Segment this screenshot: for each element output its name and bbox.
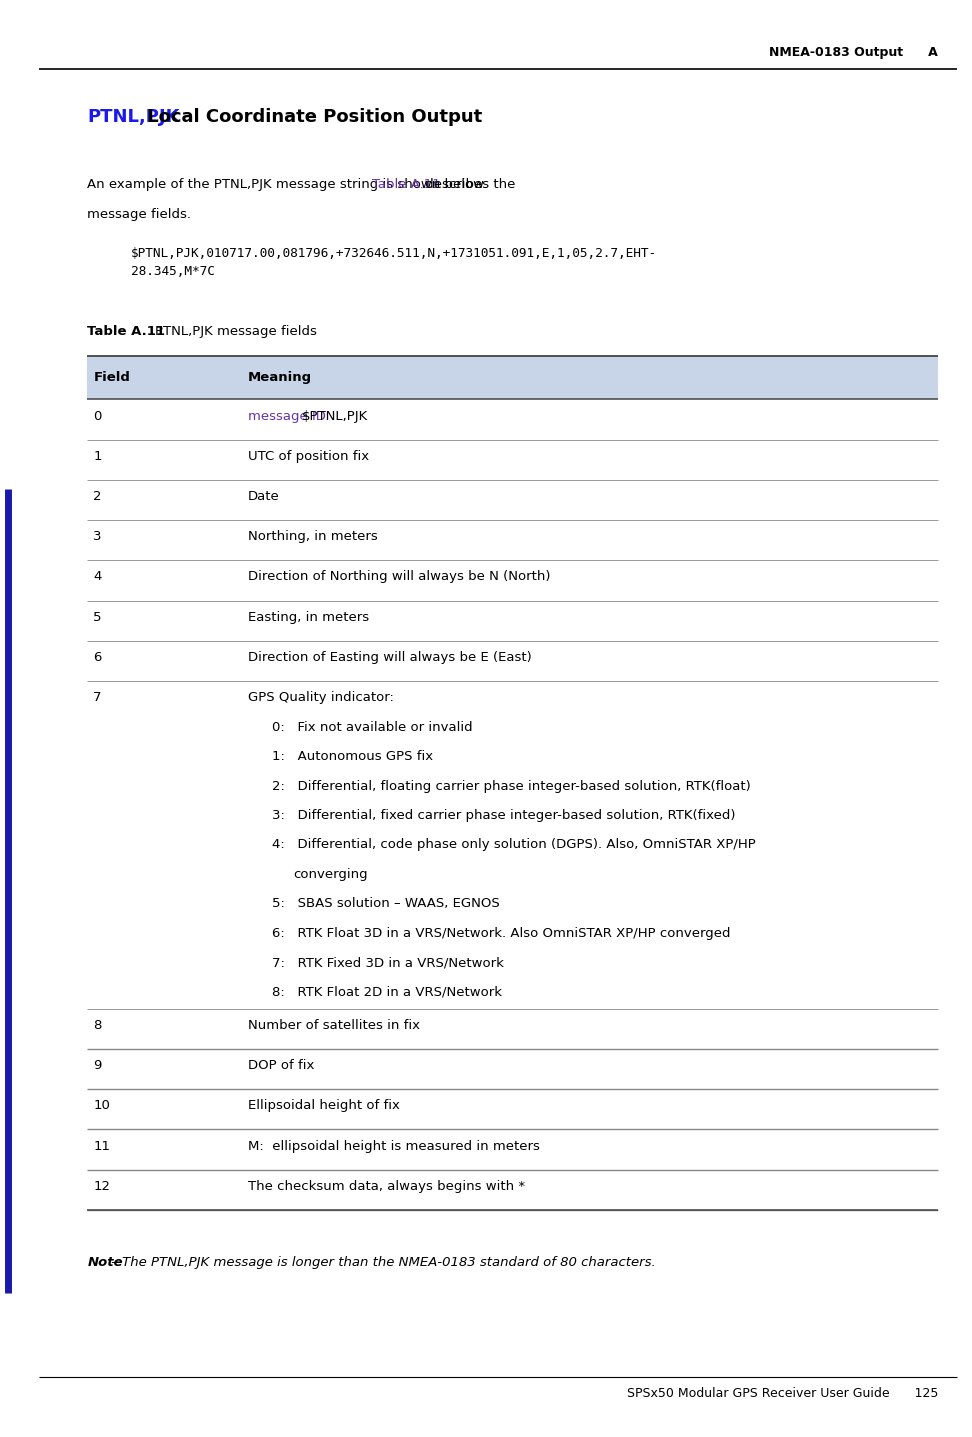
Text: 6:   RTK Float 3D in a VRS/Network. Also OmniSTAR XP/HP converged: 6: RTK Float 3D in a VRS/Network. Also O… [272,927,731,940]
Text: SPSx50 Modular GPS Receiver User Guide  125: SPSx50 Modular GPS Receiver User Guide 1… [627,1387,938,1400]
Text: Note: Note [87,1256,123,1269]
Text: M:  ellipsoidal height is measured in meters: M: ellipsoidal height is measured in met… [248,1140,539,1152]
Text: 2:   Differential, floating carrier phase integer-based solution, RTK(float): 2: Differential, floating carrier phase … [272,780,751,793]
Text: 4:   Differential, code phase only solution (DGPS). Also, OmniSTAR XP/HP: 4: Differential, code phase only solutio… [272,839,756,852]
Text: Ellipsoidal height of fix: Ellipsoidal height of fix [248,1099,399,1112]
Text: – The PTNL,PJK message is longer than the NMEA-0183 standard of 80 characters.: – The PTNL,PJK message is longer than th… [107,1256,656,1269]
Text: Date: Date [248,490,280,503]
Text: $PTNL,PJK,010717.00,081796,+732646.511,N,+1731051.091,E,1,05,2.7,EHT-
28.345,M*7: $PTNL,PJK,010717.00,081796,+732646.511,N… [131,247,657,279]
Text: converging: converging [294,868,368,881]
Text: Direction of Easting will always be E (East): Direction of Easting will always be E (E… [248,651,532,664]
Bar [87,356,938,399]
Text: Easting, in meters: Easting, in meters [248,611,369,624]
Text: Direction of Northing will always be N (North): Direction of Northing will always be N (… [248,570,550,583]
Text: 7:   RTK Fixed 3D in a VRS/Network: 7: RTK Fixed 3D in a VRS/Network [272,957,504,970]
Text: The checksum data, always begins with *: The checksum data, always begins with * [248,1180,525,1193]
Text: 5: 5 [93,611,102,624]
Text: message fields.: message fields. [87,208,191,221]
Text: 9: 9 [93,1059,102,1072]
Text: Field: Field [93,371,130,385]
Text: 7: 7 [93,691,102,704]
Text: UTC of position fix: UTC of position fix [248,450,369,463]
Text: An example of the PTNL,PJK message string is shown below.: An example of the PTNL,PJK message strin… [87,178,492,191]
Text: PTNL,PJK message fields: PTNL,PJK message fields [138,325,317,338]
Text: Northing, in meters: Northing, in meters [248,530,377,543]
Text: Local Coordinate Position Output: Local Coordinate Position Output [141,108,482,126]
Text: 1: 1 [93,450,102,463]
Text: 0: 0 [93,410,102,422]
Text: 4: 4 [93,570,102,583]
Text: 8:   RTK Float 2D in a VRS/Network: 8: RTK Float 2D in a VRS/Network [272,986,503,999]
Text: Number of satellites in fix: Number of satellites in fix [248,1019,420,1032]
Text: 10: 10 [93,1099,110,1112]
Text: 8: 8 [93,1019,102,1032]
Text: 5:   SBAS solution – WAAS, EGNOS: 5: SBAS solution – WAAS, EGNOS [272,898,500,911]
Text: describes the: describes the [421,178,515,191]
Text: 0:   Fix not available or invalid: 0: Fix not available or invalid [272,721,472,734]
Text: Table A.11: Table A.11 [87,325,165,338]
Text: DOP of fix: DOP of fix [248,1059,314,1072]
Text: 2: 2 [93,490,102,503]
Text: 12: 12 [93,1180,110,1193]
Text: message ID: message ID [248,410,330,422]
Text: 1:   Autonomous GPS fix: 1: Autonomous GPS fix [272,750,434,763]
Text: PTNL,PJK: PTNL,PJK [87,108,180,126]
Text: Table A.11: Table A.11 [372,178,441,191]
Text: 6: 6 [93,651,102,664]
Text: GPS Quality indicator:: GPS Quality indicator: [248,691,394,704]
Text: NMEA-0183 Output  A: NMEA-0183 Output A [769,46,938,59]
Text: Meaning: Meaning [248,371,312,385]
Text: $PTNL,PJK: $PTNL,PJK [302,410,368,422]
Text: 11: 11 [93,1140,110,1152]
Text: 3: 3 [93,530,102,543]
Text: 3:   Differential, fixed carrier phase integer-based solution, RTK(fixed): 3: Differential, fixed carrier phase int… [272,809,736,822]
